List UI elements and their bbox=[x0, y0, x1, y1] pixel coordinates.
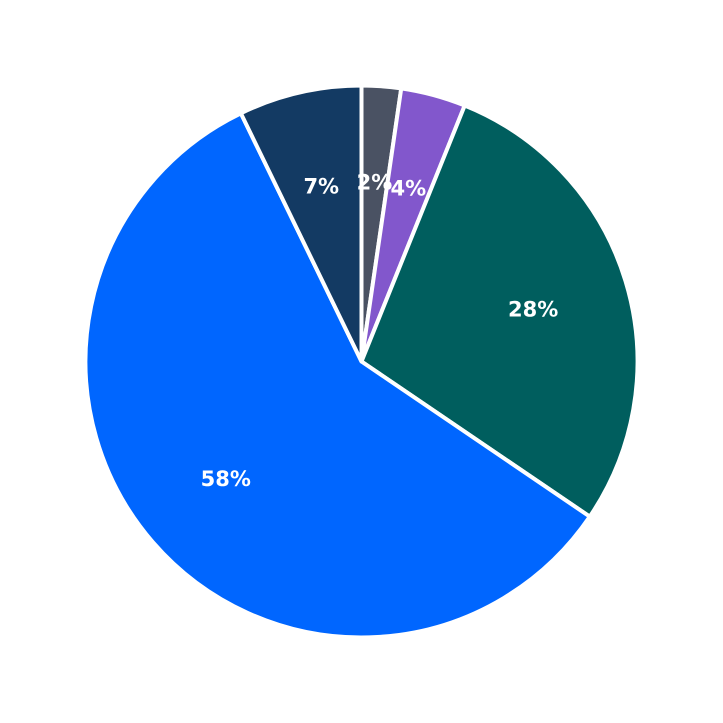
slice-percent-label: 58% bbox=[201, 467, 251, 491]
slice-percent-label: 2% bbox=[357, 171, 393, 195]
pie-labels: 2%4% 28% 58% 7% bbox=[201, 171, 559, 491]
pie-slice bbox=[359, 103, 640, 519]
pie-slices bbox=[83, 83, 640, 640]
pie-slice bbox=[238, 83, 364, 364]
slice-percent-label: 4% bbox=[390, 176, 426, 200]
pie-slice bbox=[83, 111, 592, 640]
slice-percent-label: 28% bbox=[508, 297, 558, 321]
slice-percent-label: 7% bbox=[303, 175, 339, 199]
